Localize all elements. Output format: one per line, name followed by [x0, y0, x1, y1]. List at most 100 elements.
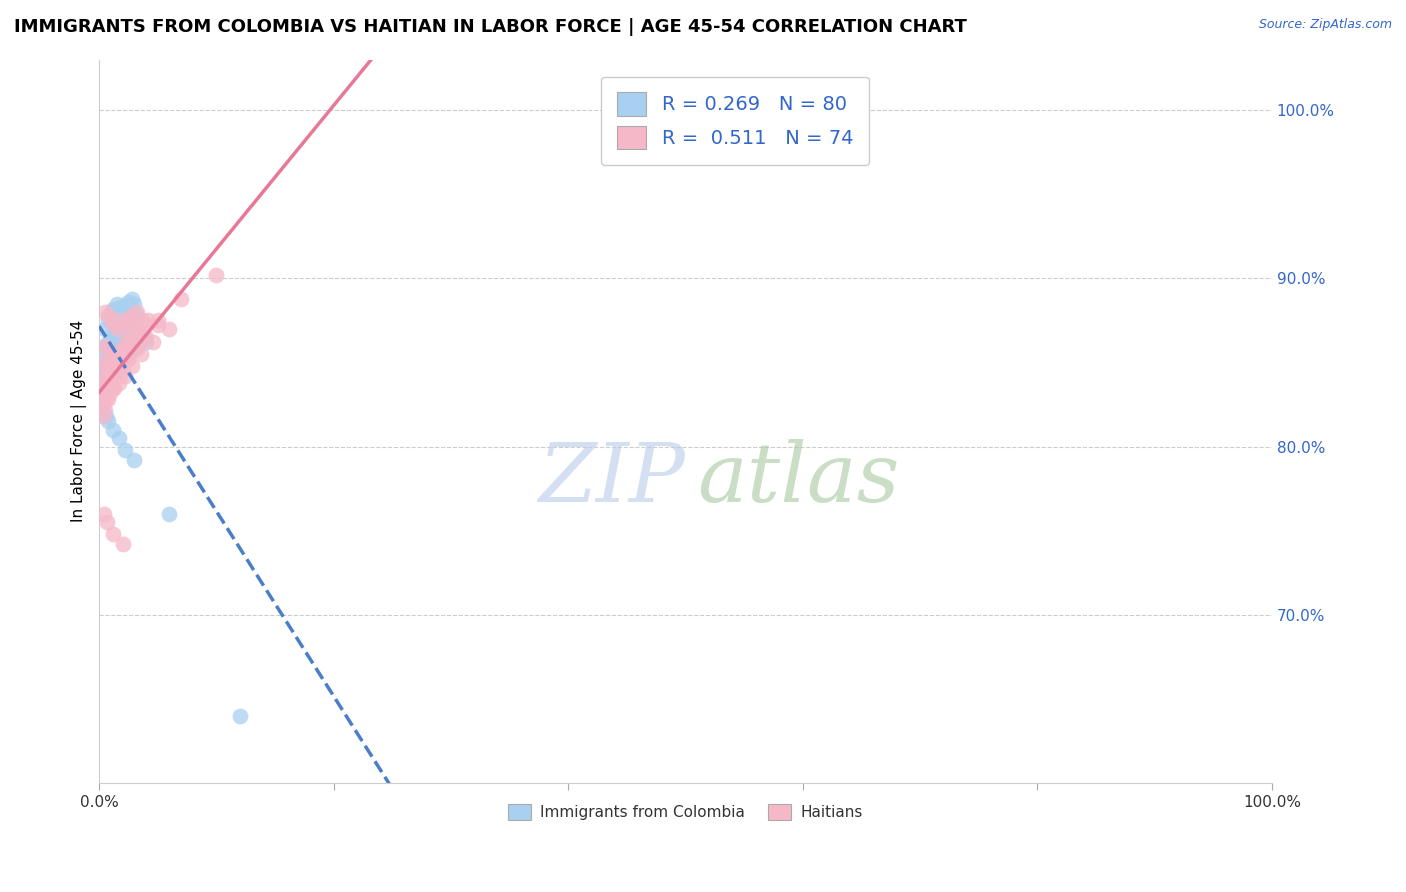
- Point: [111, 301, 134, 316]
- Point: [127, 325, 149, 339]
- Point: [114, 298, 136, 312]
- Point: [93, 507, 115, 521]
- Point: [104, 338, 127, 352]
- Point: [101, 335, 124, 350]
- Point: [117, 352, 139, 367]
- Point: [135, 330, 157, 344]
- Point: [129, 335, 152, 350]
- Point: [125, 342, 148, 356]
- Point: [108, 359, 131, 373]
- Point: [97, 368, 120, 382]
- Point: [94, 338, 117, 352]
- Point: [97, 309, 120, 323]
- Point: [101, 325, 124, 339]
- Legend: Immigrants from Colombia, Haitians: Immigrants from Colombia, Haitians: [502, 797, 869, 826]
- Point: [107, 355, 129, 369]
- Point: [118, 345, 141, 359]
- Point: [131, 313, 153, 327]
- Point: [110, 347, 132, 361]
- Point: [125, 309, 148, 323]
- Point: [97, 352, 120, 367]
- Point: [121, 359, 143, 373]
- Point: [98, 364, 121, 378]
- Point: [101, 368, 124, 383]
- Point: [125, 322, 148, 336]
- Point: [105, 322, 128, 336]
- Point: [117, 313, 139, 327]
- Point: [111, 330, 134, 344]
- Point: [97, 335, 120, 350]
- Point: [122, 296, 145, 310]
- Point: [100, 332, 122, 346]
- Point: [114, 318, 136, 333]
- Point: [103, 318, 125, 333]
- Point: [98, 338, 121, 352]
- Point: [117, 305, 139, 319]
- Point: [100, 347, 122, 361]
- Point: [101, 359, 124, 373]
- Point: [115, 335, 138, 350]
- Point: [132, 330, 155, 344]
- Point: [108, 431, 131, 445]
- Point: [157, 322, 180, 336]
- Point: [105, 296, 128, 310]
- Point: [121, 292, 143, 306]
- Point: [107, 364, 129, 378]
- Point: [110, 313, 132, 327]
- Point: [91, 397, 114, 411]
- Point: [117, 352, 139, 367]
- Point: [101, 301, 124, 316]
- Point: [107, 347, 129, 361]
- Point: [94, 392, 117, 407]
- Point: [100, 364, 122, 378]
- Point: [146, 313, 169, 327]
- Point: [100, 305, 122, 319]
- Point: [205, 268, 228, 282]
- Point: [96, 342, 118, 356]
- Point: [93, 376, 115, 390]
- Point: [100, 347, 122, 361]
- Point: [122, 453, 145, 467]
- Point: [114, 368, 136, 383]
- Point: [108, 376, 131, 390]
- Point: [112, 352, 135, 367]
- Point: [101, 359, 124, 373]
- Point: [114, 442, 136, 457]
- Point: [114, 309, 136, 323]
- Point: [97, 313, 120, 327]
- Point: [132, 318, 155, 333]
- Point: [135, 335, 157, 350]
- Point: [107, 322, 129, 336]
- Point: [108, 300, 131, 314]
- Point: [118, 335, 141, 350]
- Point: [98, 385, 121, 400]
- Point: [94, 402, 117, 417]
- Point: [100, 313, 122, 327]
- Text: ZIP: ZIP: [538, 439, 686, 519]
- Point: [128, 325, 150, 339]
- Point: [111, 342, 134, 356]
- Point: [129, 347, 152, 361]
- Text: atlas: atlas: [697, 439, 900, 519]
- Point: [101, 342, 124, 356]
- Point: [157, 507, 180, 521]
- Point: [104, 347, 127, 361]
- Point: [91, 409, 114, 424]
- Point: [115, 342, 138, 356]
- Point: [103, 381, 125, 395]
- Point: [94, 409, 117, 424]
- Point: [110, 322, 132, 336]
- Point: [97, 342, 120, 356]
- Point: [103, 330, 125, 344]
- Point: [94, 368, 117, 383]
- Point: [124, 325, 146, 339]
- Point: [117, 345, 139, 359]
- Point: [108, 318, 131, 333]
- Point: [122, 338, 145, 352]
- Point: [94, 347, 117, 361]
- Point: [98, 355, 121, 369]
- Point: [136, 313, 159, 327]
- Text: Source: ZipAtlas.com: Source: ZipAtlas.com: [1258, 18, 1392, 31]
- Point: [108, 342, 131, 356]
- Point: [96, 515, 118, 529]
